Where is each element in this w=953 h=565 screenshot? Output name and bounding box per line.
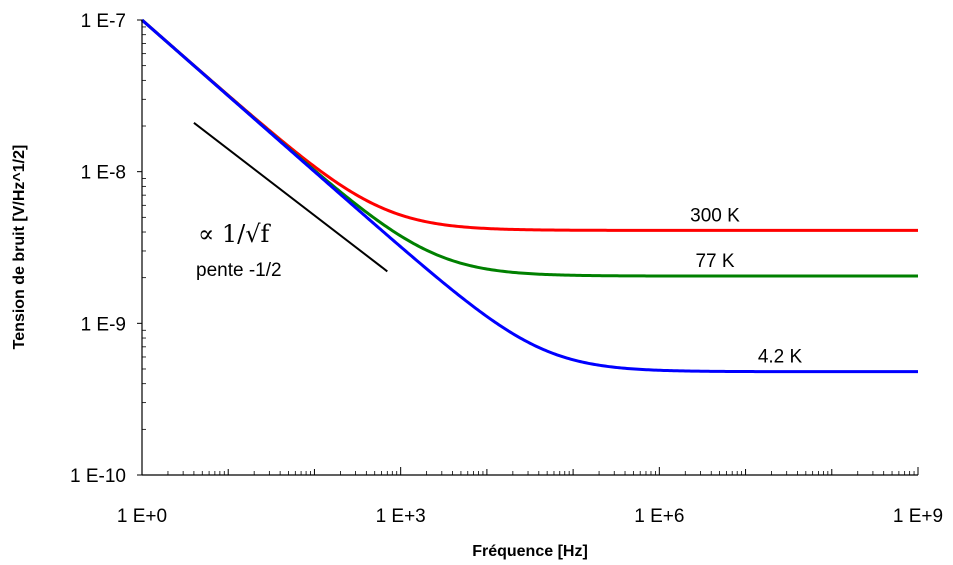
slope-reference-line <box>193 122 388 273</box>
x-axis-title: Fréquence [Hz] <box>472 543 588 560</box>
series-label-1: 77 K <box>695 251 734 272</box>
series-line-0 <box>141 18 918 232</box>
y-tick-label: 1 E-7 <box>81 11 126 32</box>
tick-labels: 1 E+0 1 E+3 1 E+6 1 E+9 1 E-7 1 E-8 1 E-9 1 E-1… <box>70 11 943 527</box>
series-label-2: 4.2 K <box>758 347 803 368</box>
y-axis-title: Tension de bruit [V/Hz^1/2] <box>11 145 28 350</box>
x-tick-label: 1 E+9 <box>893 506 943 527</box>
x-tick-label: 1 E+3 <box>376 506 426 527</box>
slope-annotation: pente -1/2 <box>196 260 282 281</box>
series-line-2 <box>141 18 918 374</box>
series-labels: 300 K 77 K 4.2 K <box>690 205 802 367</box>
series-label-0: 300 K <box>690 205 740 226</box>
y-tick-label: 1 E-9 <box>81 314 126 335</box>
series-curves <box>141 18 918 374</box>
y-tick-label: 1 E-8 <box>81 163 126 184</box>
proportional-annotation: ∝ 1/√f <box>198 220 272 248</box>
y-tick-label: 1 E-10 <box>70 466 126 487</box>
axes <box>137 19 919 476</box>
x-tick-label: 1 E+0 <box>117 506 167 527</box>
x-tick-label: 1 E+6 <box>634 506 684 527</box>
